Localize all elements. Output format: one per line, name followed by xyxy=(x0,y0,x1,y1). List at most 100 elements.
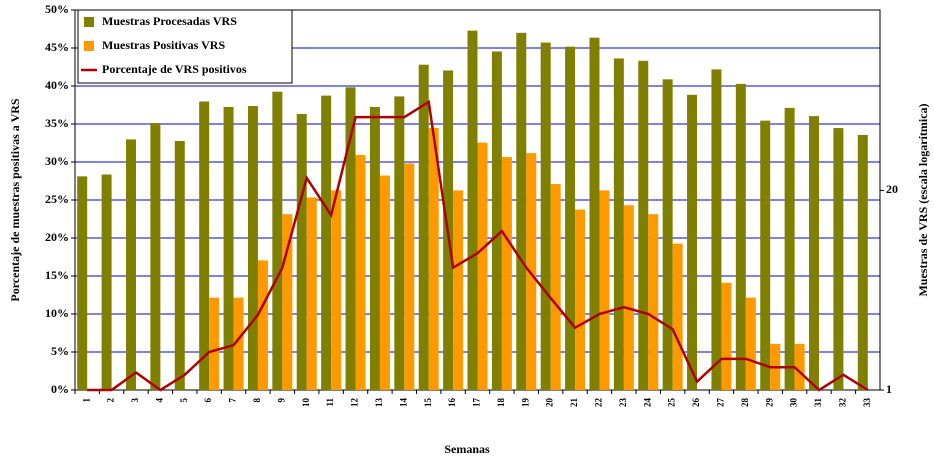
line xyxy=(87,99,869,392)
y-tick-label: 10% xyxy=(45,306,69,320)
legend-swatch xyxy=(84,41,94,51)
x-tick-label: 15 xyxy=(423,398,433,408)
x-tick-label: 6 xyxy=(203,398,213,403)
y-axis-title: Porcentaje de muestras positivas a VRS xyxy=(8,98,22,302)
x-tick-label: 2 xyxy=(106,398,116,403)
bar xyxy=(794,343,805,390)
x-tick-label: 22 xyxy=(594,398,604,408)
bar xyxy=(575,209,586,390)
bar xyxy=(199,101,210,391)
bar xyxy=(491,51,502,391)
x-tick-label: 30 xyxy=(789,398,799,408)
bar xyxy=(526,153,537,390)
y-tick-label: 45% xyxy=(45,40,69,54)
bar xyxy=(638,60,649,391)
x-tick-label: 24 xyxy=(642,398,652,408)
bar xyxy=(857,134,868,390)
bar xyxy=(550,184,561,390)
bar xyxy=(257,260,268,390)
bar xyxy=(687,94,698,390)
bar xyxy=(623,205,634,390)
legend-label: Muestras Positivas VRS xyxy=(102,38,225,52)
x-tick-label: 33 xyxy=(862,398,872,408)
x-tick-label: 10 xyxy=(301,398,311,408)
legend: Muestras Procesadas VRS Muestras Positiva… xyxy=(77,9,293,84)
x-tick-label: 4 xyxy=(154,398,164,403)
y-tick-label: 35% xyxy=(45,116,69,130)
x-tick-label: 9 xyxy=(276,398,286,403)
x-tick-label: 14 xyxy=(398,398,408,408)
bar xyxy=(760,120,771,390)
y-tick-label: 30% xyxy=(45,154,69,168)
x-tick-label: 13 xyxy=(374,398,384,408)
legend-swatch xyxy=(84,17,94,27)
y2-axis-title: Muestras de VRS (escala logarítmica) xyxy=(916,103,930,296)
x-tick-label: 27 xyxy=(716,398,726,408)
legend-box xyxy=(77,9,293,84)
y-tick-label: 0% xyxy=(51,382,69,396)
x-tick-label: 20 xyxy=(545,398,555,408)
bar xyxy=(233,297,244,390)
y-tick-label: 25% xyxy=(45,192,69,206)
x-tick-label: 11 xyxy=(325,398,335,407)
legend-label: Porcentaje de VRS positivos xyxy=(102,62,247,76)
x-tick-label: 17 xyxy=(472,398,482,408)
bar xyxy=(345,87,356,390)
bar xyxy=(589,37,600,391)
bar xyxy=(613,58,624,390)
bar xyxy=(735,83,746,391)
bar xyxy=(833,128,844,390)
bar xyxy=(648,214,659,390)
bar xyxy=(125,139,136,390)
x-tick-label: 23 xyxy=(618,398,628,408)
x-tick-label: 28 xyxy=(740,398,750,408)
bar xyxy=(711,69,722,391)
x-axis-title: Semanas xyxy=(444,442,490,456)
bar xyxy=(404,163,415,390)
bar xyxy=(745,297,756,390)
x-tick-label: 12 xyxy=(350,398,360,408)
x-tick-label: 21 xyxy=(569,398,579,408)
bar xyxy=(209,297,220,390)
bar xyxy=(369,106,380,391)
y-tick-label: 50% xyxy=(45,2,69,16)
bar xyxy=(784,107,795,390)
bar xyxy=(453,190,464,390)
bar xyxy=(150,123,161,391)
bar xyxy=(247,106,258,390)
y-tick-label: 15% xyxy=(45,268,69,282)
bar xyxy=(306,197,317,390)
bar xyxy=(394,96,405,390)
y-tick-label: 20% xyxy=(45,230,69,244)
y-tick-label: 40% xyxy=(45,78,69,92)
bar xyxy=(516,32,527,391)
bar xyxy=(355,155,366,390)
bar xyxy=(223,106,234,391)
bar xyxy=(809,116,820,391)
bar xyxy=(418,64,429,390)
bar xyxy=(77,176,88,390)
bar xyxy=(101,174,112,390)
x-tick-label: 7 xyxy=(228,398,238,403)
legend-label: Muestras Procesadas VRS xyxy=(102,14,237,28)
bar xyxy=(296,113,307,391)
x-tick-label: 5 xyxy=(179,398,189,403)
bar xyxy=(321,95,332,390)
bar xyxy=(501,157,512,390)
x-tick-label: 16 xyxy=(447,398,457,408)
x-tick-label: 26 xyxy=(691,398,701,408)
x-tick-label: 19 xyxy=(520,398,530,408)
bar xyxy=(540,42,551,390)
y-tick-label: 5% xyxy=(51,344,69,358)
x-tick-label: 29 xyxy=(764,398,774,408)
bar xyxy=(428,128,439,390)
bar xyxy=(272,91,283,390)
bar xyxy=(379,175,390,390)
x-tick-label: 3 xyxy=(130,398,140,403)
x-tick-label: 1 xyxy=(81,398,91,403)
bar xyxy=(282,214,293,390)
bar xyxy=(662,79,673,390)
x-tick-label: 18 xyxy=(496,398,506,408)
